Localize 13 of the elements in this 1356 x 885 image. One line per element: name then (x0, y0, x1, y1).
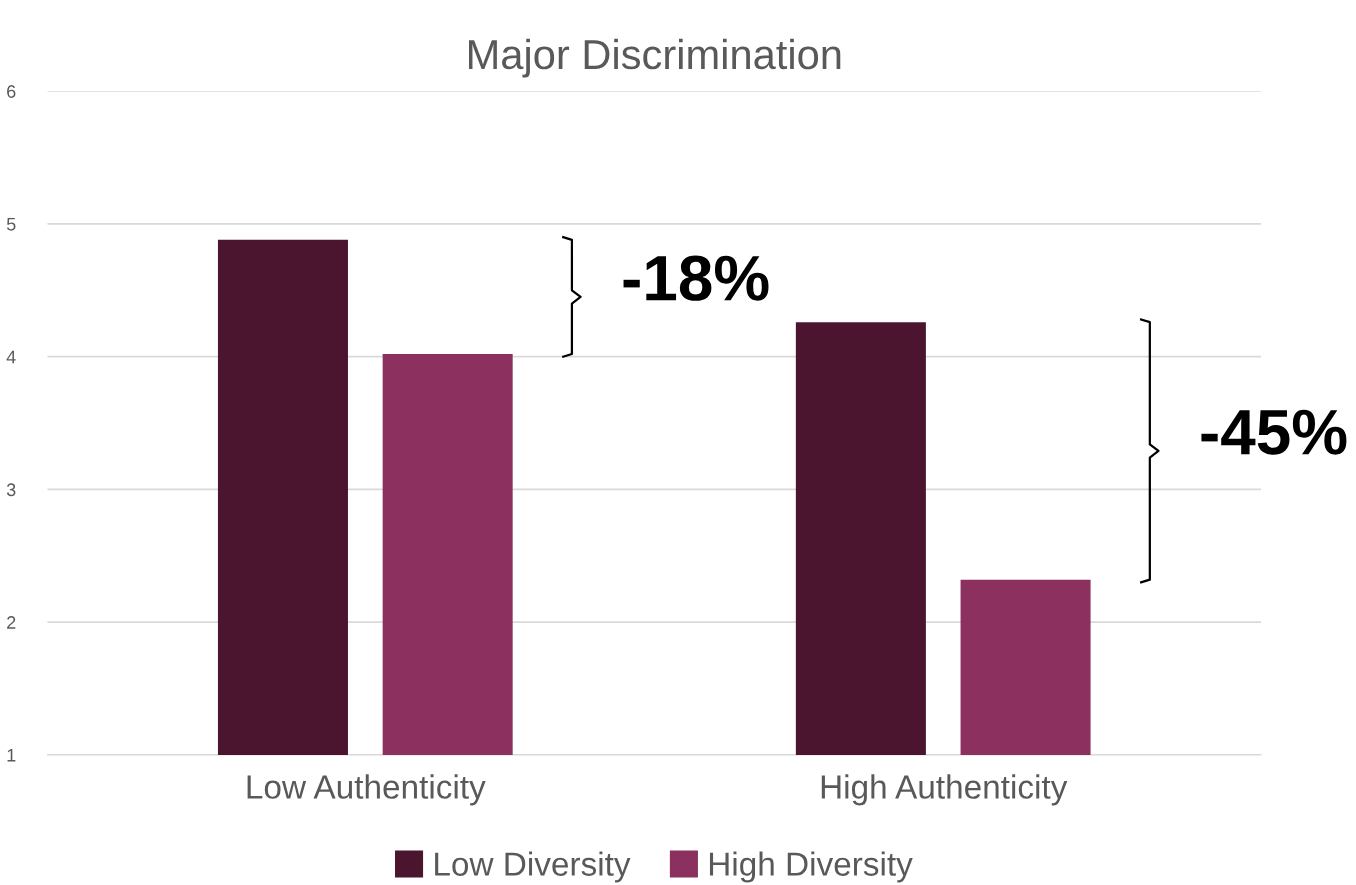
y-tick-label: 3 (6, 483, 16, 497)
legend-label: Low Diversity (435, 851, 631, 883)
y-tick-label: 6 (7, 85, 16, 98)
chart-title: Major Discrimination (469, 38, 841, 78)
y-tick-label: 2 (7, 616, 16, 629)
y-tick-label: 4 (6, 350, 16, 364)
annotation: -45% (1201, 409, 1347, 455)
x-tick-label: Low Authenticity (247, 774, 486, 806)
y-tick-label: 5 (6, 218, 16, 231)
legend-label: High Diversity (709, 851, 913, 883)
annotation: -18% (623, 255, 769, 301)
x-tick-label: High Authenticity (821, 774, 1068, 806)
y-tick-label: 1 (7, 749, 16, 762)
